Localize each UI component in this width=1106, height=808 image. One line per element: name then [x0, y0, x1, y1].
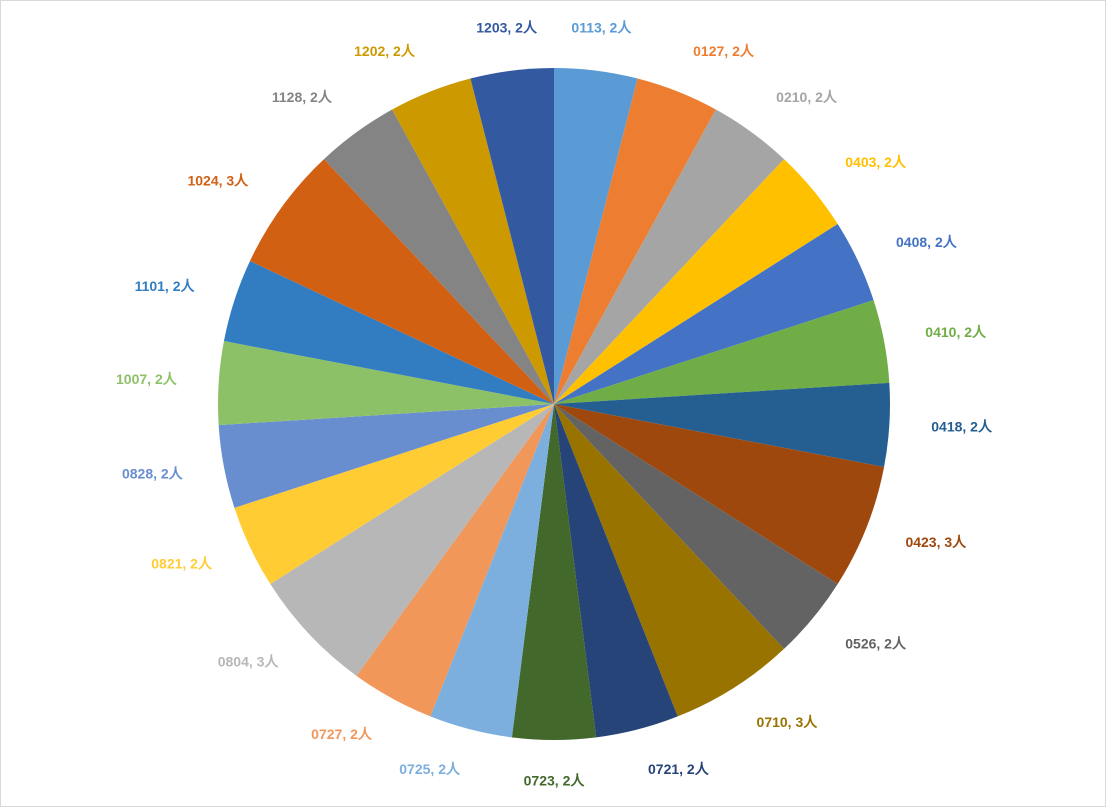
pie-slice-0727	[356, 404, 554, 717]
pie-slice-0526	[554, 404, 838, 649]
pie-slice-1128	[323, 109, 554, 404]
pie-slice-0725	[430, 404, 554, 738]
pie-slice-0828	[218, 404, 554, 508]
data-label-0113: 0113, 2人	[571, 20, 632, 36]
data-label-0828: 0828, 2人	[122, 466, 184, 482]
data-label-1101: 1101, 2人	[135, 278, 196, 294]
data-label-1202: 1202, 2人	[354, 43, 416, 59]
data-label-1024: 1024, 3人	[187, 173, 249, 189]
pie-slice-0723	[511, 404, 597, 740]
pie-slice-0423	[554, 404, 885, 585]
data-label-0526: 0526, 2人	[845, 636, 907, 652]
pie-slice-0710	[554, 404, 785, 717]
data-labels: 0113, 2人 0127, 2人 0210, 2人 0403, 2人 0408, 2人…	[116, 20, 993, 789]
data-label-0804: 0804, 3人	[218, 653, 280, 669]
pie-slice-0127	[554, 78, 716, 404]
data-label-0403: 0403, 2人	[845, 154, 907, 170]
data-label-0408: 0408, 2人	[896, 234, 958, 250]
data-label-0423: 0423, 3人	[905, 534, 967, 550]
data-label-0721: 0721, 2人	[648, 761, 710, 777]
pie-slice-0408	[554, 223, 874, 404]
data-label-0210: 0210, 2人	[776, 89, 838, 105]
data-label-0710: 0710, 3人	[757, 714, 819, 730]
pie-slice-0804	[270, 404, 554, 676]
data-label-0725: 0725, 2人	[399, 761, 461, 777]
pie-slice-0821	[234, 404, 554, 585]
data-label-0410: 0410, 2人	[925, 324, 987, 340]
data-label-1128: 1128, 2人	[272, 89, 333, 105]
data-label-1007: 1007, 2人	[116, 371, 178, 387]
data-label-0127: 0127, 2人	[693, 43, 755, 59]
data-label-0418: 0418, 2人	[931, 418, 993, 434]
pie-slice-0210	[554, 109, 785, 404]
pie-slice-1007	[218, 341, 554, 426]
data-label-0727: 0727, 2人	[311, 726, 373, 742]
pie-slice-1202	[392, 78, 554, 404]
pie-slice-0113	[554, 68, 638, 404]
pie-slice-0410	[554, 300, 890, 404]
pie-slice-1101	[223, 260, 554, 404]
data-label-0723: 0723, 2人	[524, 773, 586, 789]
data-label-1203: 1203, 2人	[476, 20, 538, 36]
pie-slice-0418	[554, 382, 891, 467]
pie-slice-0721	[554, 404, 678, 738]
pie-slice-0403	[554, 159, 838, 404]
data-label-0821: 0821, 2人	[151, 556, 213, 572]
pie-slice-1203	[470, 68, 554, 404]
pie-slice-1024	[249, 159, 555, 404]
pie-slices	[218, 68, 891, 740]
